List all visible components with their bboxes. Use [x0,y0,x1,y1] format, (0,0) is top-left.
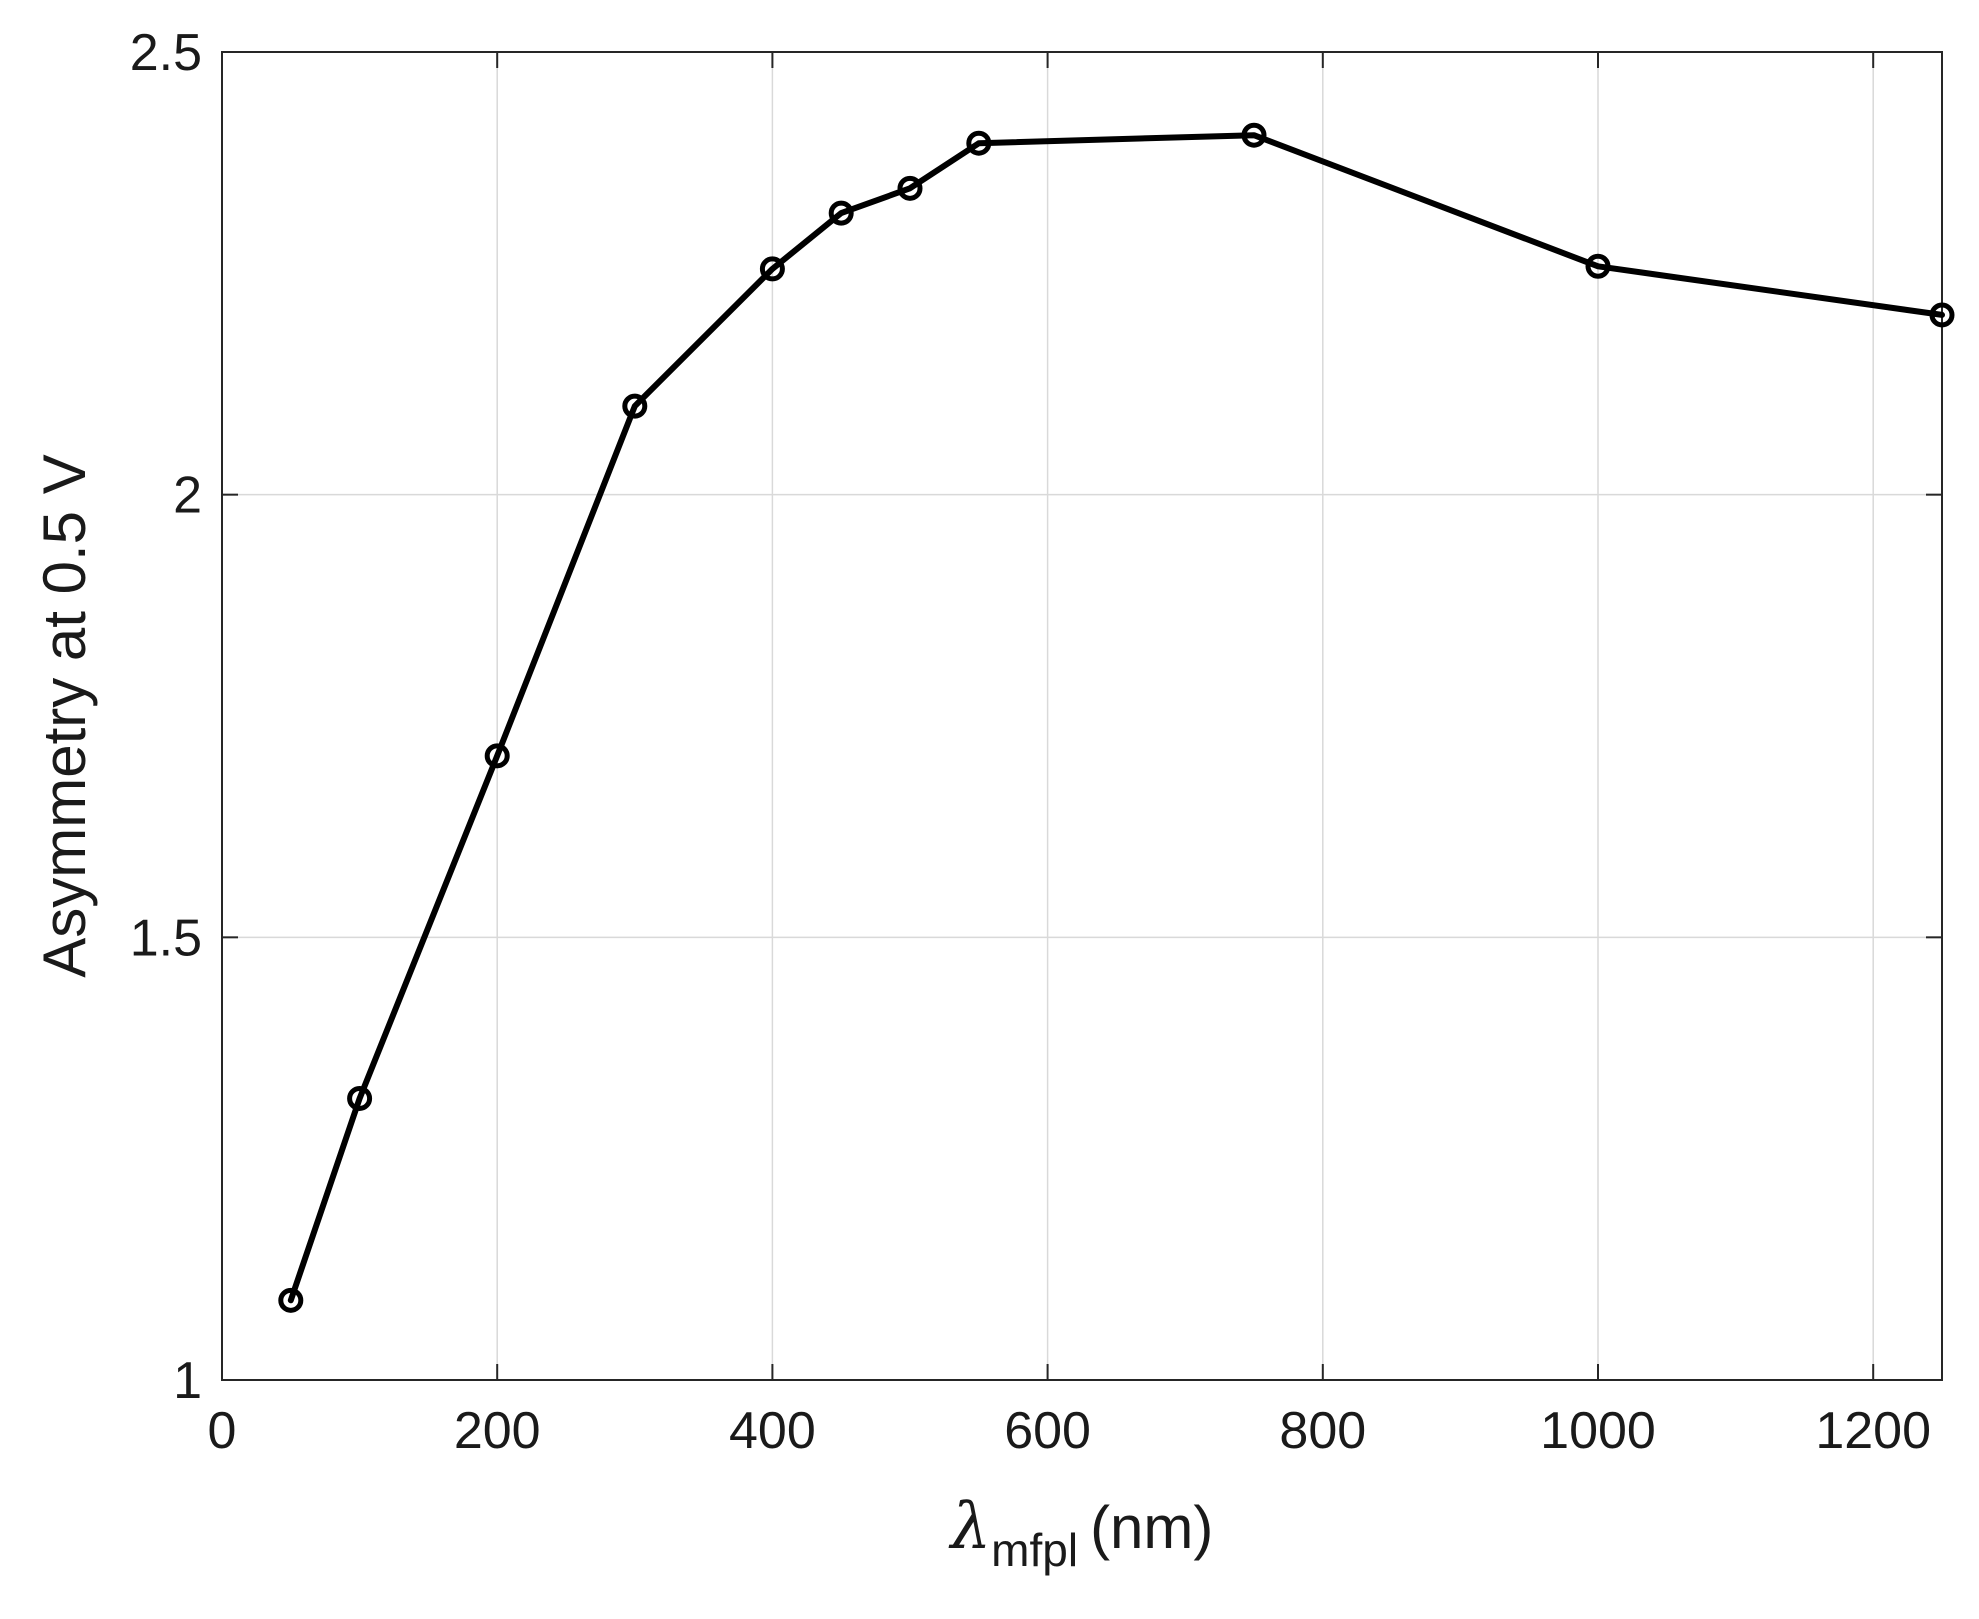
x-axis-label-subscript: mfpl [991,1524,1078,1576]
x-tick-label: 1000 [1540,1402,1656,1460]
data-point [1241,122,1267,148]
data-point [278,1287,304,1313]
series-line [287,132,1945,1304]
y-tick-label: 1 [173,1352,202,1410]
data-point [828,200,854,226]
data-point [1929,302,1955,328]
x-axis-label-unit: (nm) [1090,1494,1213,1561]
y-tick-label: 2 [173,467,202,525]
data-point [1585,253,1611,279]
y-axis-tick-labels: 1 1.5 2 2.5 [130,24,202,1410]
y-tick-label: 2.5 [130,24,202,82]
axis-ticks [221,51,1942,1381]
x-axis-label-symbol: λ [948,1490,992,1564]
x-axis-tick-labels: 0 200 400 600 800 1000 1200 [208,1402,1932,1460]
x-tick-label: 800 [1279,1402,1366,1460]
data-point [966,130,992,156]
x-tick-label: 600 [1004,1402,1091,1460]
x-tick-label: 0 [208,1402,237,1460]
data-point [622,393,648,419]
grid [221,51,1942,1381]
x-tick-label: 400 [729,1402,816,1460]
y-axis-label: Asymmetry at 0.5 V [31,454,98,977]
data-point [759,256,785,282]
y-tick-label: 1.5 [130,909,202,967]
data-markers [278,122,1955,1313]
x-tick-label: 1200 [1815,1402,1931,1460]
x-tick-label: 200 [454,1402,541,1460]
x-axis-label: λmfpl (nm) [948,1490,1214,1576]
data-point [897,175,923,201]
data-point [484,743,510,769]
plot-area-frame [221,51,1943,1381]
data-point [347,1085,373,1111]
